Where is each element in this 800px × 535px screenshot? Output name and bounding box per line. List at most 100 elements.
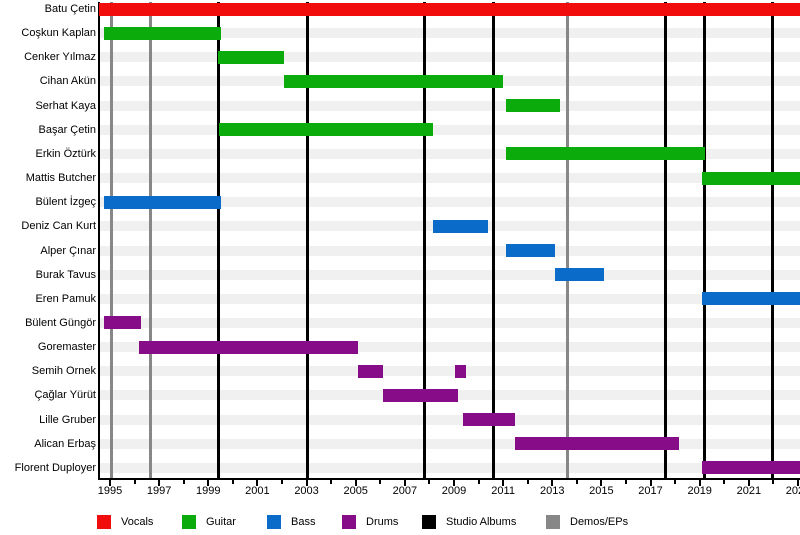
member-label: Bülent İzgeç: [35, 196, 96, 209]
member-label: Semih Ornek: [31, 365, 96, 378]
major-tick: [158, 480, 161, 486]
member-label: Alper Çınar: [40, 244, 96, 257]
tenure-bar-bass: [505, 244, 555, 257]
tenure-bar-drums: [103, 316, 141, 330]
major-tick: [600, 480, 603, 486]
tick-label: 2005: [343, 485, 368, 497]
tick-label: 1999: [196, 485, 221, 497]
minor-tick: [280, 480, 283, 484]
tick-label: 2019: [687, 485, 712, 497]
studio-album-line: [306, 2, 310, 478]
tenure-bar-guitar: [218, 50, 285, 64]
row-stripe: [99, 293, 800, 304]
tenure-bar-guitar: [505, 147, 705, 161]
tick-label: 2001: [245, 485, 270, 497]
legend-item: Drums: [342, 515, 492, 529]
tenure-bar-guitar: [103, 26, 221, 40]
minor-tick: [133, 480, 136, 484]
major-tick: [502, 480, 505, 486]
studio-album-line: [491, 2, 495, 478]
tenure-bar-drums: [455, 364, 467, 378]
tick-label: 2017: [638, 485, 663, 497]
row-stripe: [99, 52, 800, 63]
member-label: Deniz Can Kurt: [21, 220, 96, 233]
major-tick: [403, 480, 406, 486]
legend-label: Demos/EPs: [570, 516, 629, 528]
tick-label: 2021: [736, 485, 762, 497]
major-tick: [551, 480, 554, 486]
row-stripe: [99, 414, 800, 425]
minor-tick: [624, 480, 627, 484]
tenure-bar-bass: [103, 195, 221, 209]
legend-item: Vocals: [97, 515, 247, 529]
legend-swatch-studio-albums: [422, 515, 436, 529]
studio-album-line: [703, 2, 707, 478]
tick-label: 2023: [785, 485, 800, 497]
minor-tick: [674, 480, 677, 484]
row-stripe: [99, 100, 800, 111]
member-label: Goremaster: [37, 341, 96, 354]
major-tick: [796, 480, 799, 486]
member-label: Cihan Akün: [39, 75, 96, 88]
tick-label: 2009: [441, 485, 467, 497]
member-label: Florent Duployer: [14, 461, 96, 474]
studio-album-line: [216, 2, 220, 478]
minor-tick: [428, 480, 431, 484]
legend-label: Studio Albums: [446, 516, 517, 528]
row-stripe: [99, 317, 800, 328]
tenure-bar-guitar: [702, 171, 800, 185]
demo-ep-line: [149, 2, 153, 478]
tenure-bar-drums: [358, 364, 383, 378]
tick-label: 2003: [294, 485, 319, 497]
legend-item: Bass: [267, 515, 417, 529]
tenure-bar-drums: [515, 437, 679, 451]
tenure-bar-guitar: [505, 99, 560, 113]
studio-album-line: [663, 2, 667, 478]
tenure-bar-guitar: [219, 123, 434, 137]
tick-label: 1997: [146, 485, 172, 497]
minor-tick: [526, 480, 529, 484]
minor-tick: [772, 480, 775, 484]
demo-ep-line: [109, 2, 113, 478]
tenure-bar-bass: [702, 292, 800, 306]
tenure-bar-bass: [554, 268, 604, 282]
tenure-bar-drums: [462, 413, 516, 427]
tenure-bar-bass: [433, 219, 489, 233]
studio-album-line: [770, 2, 774, 478]
row-stripe: [99, 148, 800, 159]
row-stripe: [99, 366, 800, 377]
major-tick: [305, 480, 308, 486]
row-stripe: [99, 438, 800, 449]
minor-tick: [477, 480, 480, 484]
row-stripe: [99, 342, 800, 353]
tick-label: 2015: [589, 485, 614, 497]
tick-label: 1995: [97, 485, 123, 497]
member-label: Serhat Kaya: [35, 99, 96, 112]
major-tick: [354, 480, 357, 486]
row-stripe: [99, 173, 800, 184]
minor-tick: [723, 480, 726, 484]
member-label: Lille Gruber: [39, 413, 96, 426]
minor-tick: [379, 480, 382, 484]
legend-label: Guitar: [206, 516, 236, 528]
major-tick: [698, 480, 701, 486]
legend-item: Guitar: [182, 515, 332, 529]
legend-item: Demos/EPs: [546, 515, 696, 529]
legend-label: Bass: [291, 516, 316, 528]
tenure-bar-vocals: [98, 2, 800, 16]
row-stripe: [99, 269, 800, 280]
member-label: Bülent Güngör: [25, 316, 96, 329]
member-label: Alican Erbaş: [34, 437, 96, 450]
major-tick: [747, 480, 750, 486]
tick-label: 2011: [491, 485, 515, 497]
row-stripe: [99, 124, 800, 135]
member-label: Cenker Yılmaz: [24, 51, 96, 64]
tenure-bar-drums: [139, 340, 359, 354]
tick-label: 2013: [540, 485, 565, 497]
major-tick: [109, 480, 111, 486]
row-stripe: [99, 245, 800, 256]
member-label: Burak Tavus: [35, 268, 96, 281]
member-label: Eren Pamuk: [35, 292, 96, 305]
major-tick: [207, 480, 210, 486]
